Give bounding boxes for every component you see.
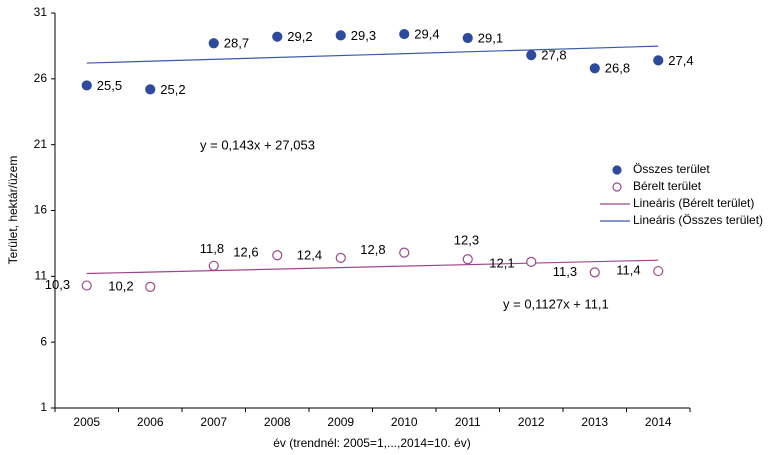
point: [526, 50, 537, 61]
y-tick-label: 16: [34, 203, 48, 217]
legend-marker: [612, 182, 622, 192]
data-label: 12,4: [297, 247, 322, 262]
point: [208, 38, 219, 49]
legend-label: Lineáris (Bérelt terület): [633, 196, 754, 210]
legend-label: Lineáris (Összes terület): [633, 213, 763, 227]
y-tick-label: 31: [34, 5, 48, 19]
data-label: 25,2: [160, 82, 185, 97]
data-label: 29,4: [414, 27, 439, 42]
y-tick-label: 1: [40, 400, 47, 414]
point: [399, 28, 410, 40]
data-label: 29,2: [287, 29, 312, 44]
x-axis-title: év (trendnél: 2005=1,...,2014=10. év): [273, 436, 470, 450]
point: [208, 260, 219, 271]
x-tick-label: 2009: [327, 415, 354, 429]
point: [462, 32, 473, 44]
x-tick-label: 2010: [391, 415, 418, 429]
data-label: 26,8: [605, 61, 630, 76]
point: [462, 254, 473, 265]
point: [272, 31, 283, 42]
legend-label: Bérelt terület: [633, 179, 702, 193]
trend-equation: y = 0,1127x + 11,1: [503, 296, 609, 311]
trendline: [86, 259, 659, 275]
point: [589, 267, 600, 278]
data-label: 27,8: [541, 48, 566, 63]
trendline: [86, 45, 659, 64]
x-tick-label: 2011: [455, 415, 481, 429]
x-tick-label: 2006: [137, 415, 164, 429]
data-label: 12,3: [454, 233, 479, 248]
point: [272, 250, 283, 261]
x-tick-label: 2008: [264, 415, 291, 429]
point: [81, 280, 92, 291]
data-label: 11,8: [200, 241, 224, 256]
point: [653, 55, 664, 66]
point: [653, 265, 664, 277]
data-label: 29,3: [351, 28, 376, 43]
data-label: 27,4: [668, 53, 693, 68]
x-tick-label: 2012: [518, 415, 545, 429]
x-tick-label: 2007: [200, 415, 227, 429]
point: [589, 63, 600, 74]
point: [526, 256, 537, 267]
data-label: 11,4: [616, 263, 640, 278]
x-tick-label: 2005: [73, 415, 100, 429]
data-label: 10,2: [108, 278, 133, 293]
x-tick-label: 2013: [581, 415, 608, 429]
data-label: 12,1: [489, 255, 514, 270]
point: [145, 84, 156, 95]
data-label: 12,8: [360, 242, 385, 257]
data-label: 10,3: [45, 277, 70, 292]
y-tick-label: 26: [34, 71, 48, 85]
point: [145, 281, 156, 292]
y-tick-label: 21: [34, 137, 48, 151]
point: [335, 252, 346, 263]
y-axis-title: Terület, hektár/üzem: [6, 156, 20, 265]
data-label: 25,5: [97, 78, 122, 93]
data-label: 11,3: [553, 264, 577, 279]
point: [399, 247, 410, 258]
data-label: 12,6: [233, 245, 258, 260]
y-tick-label: 6: [40, 334, 47, 348]
legend-label: Összes terület: [633, 162, 710, 176]
x-tick-label: 2014: [645, 415, 672, 429]
trend-equation: y = 0,143x + 27,053: [200, 137, 315, 152]
point: [81, 80, 92, 91]
data-label: 29,1: [478, 30, 503, 45]
y-tick-label: 11: [35, 269, 48, 283]
legend-marker: [612, 165, 622, 175]
data-label: 28,7: [224, 36, 249, 51]
point: [335, 30, 346, 41]
